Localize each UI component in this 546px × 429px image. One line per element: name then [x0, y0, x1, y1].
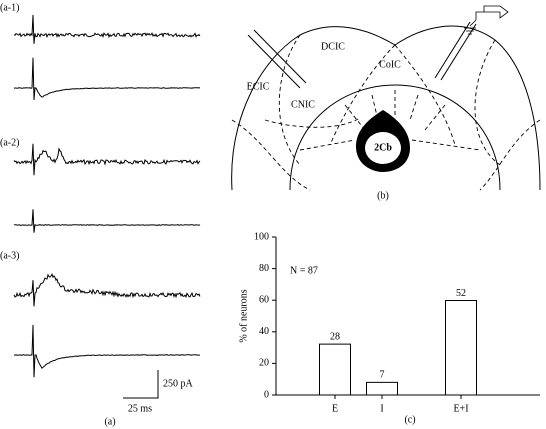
trace	[13, 272, 201, 307]
scale-label: 250 pA	[163, 378, 194, 389]
region-label: 2Cb	[374, 142, 392, 153]
panel-label: (a-2)	[0, 137, 19, 148]
scale-bar	[123, 370, 159, 399]
region-label: CoIC	[379, 59, 401, 70]
x-tick-label: I	[380, 403, 383, 414]
trace	[13, 143, 201, 176]
bar	[366, 381, 398, 396]
y-tick-label: 80	[259, 263, 269, 274]
count-label: 28	[330, 331, 340, 342]
count-label: 7	[380, 370, 385, 381]
x-tick-label: E+I	[453, 403, 468, 414]
y-axis-label: % of neurons	[238, 289, 249, 342]
traces	[13, 14, 201, 378]
caption: (a)	[104, 416, 115, 427]
panel-label: (a-3)	[0, 250, 19, 261]
region-label: CNIC	[291, 99, 315, 110]
x-tick-label: E	[332, 403, 338, 414]
bar-chart: 0 20 40 60 80 100 E 28 I 7 E+I 52	[254, 231, 540, 414]
y-tick-label: 100	[254, 231, 269, 242]
y-tick-label: 20	[259, 358, 269, 369]
region-label: DCIC	[321, 41, 345, 52]
annotation: N = 87	[290, 265, 318, 276]
panel-label: (a-1)	[0, 2, 19, 13]
trace	[14, 324, 200, 378]
y-tick-label: 60	[259, 294, 269, 305]
bar	[319, 343, 351, 396]
caption: (b)	[377, 190, 389, 201]
y-tick-label: 0	[264, 389, 269, 400]
bar	[445, 300, 477, 396]
trace	[13, 57, 201, 100]
trace	[13, 209, 201, 233]
scale-label: 25 ms	[128, 403, 152, 414]
trace	[13, 14, 201, 44]
count-label: 52	[456, 288, 466, 299]
y-tick-label: 40	[259, 326, 269, 337]
region-label: ECIC	[247, 81, 270, 92]
brain-diagram	[231, 5, 541, 191]
caption: (c)	[404, 414, 415, 425]
